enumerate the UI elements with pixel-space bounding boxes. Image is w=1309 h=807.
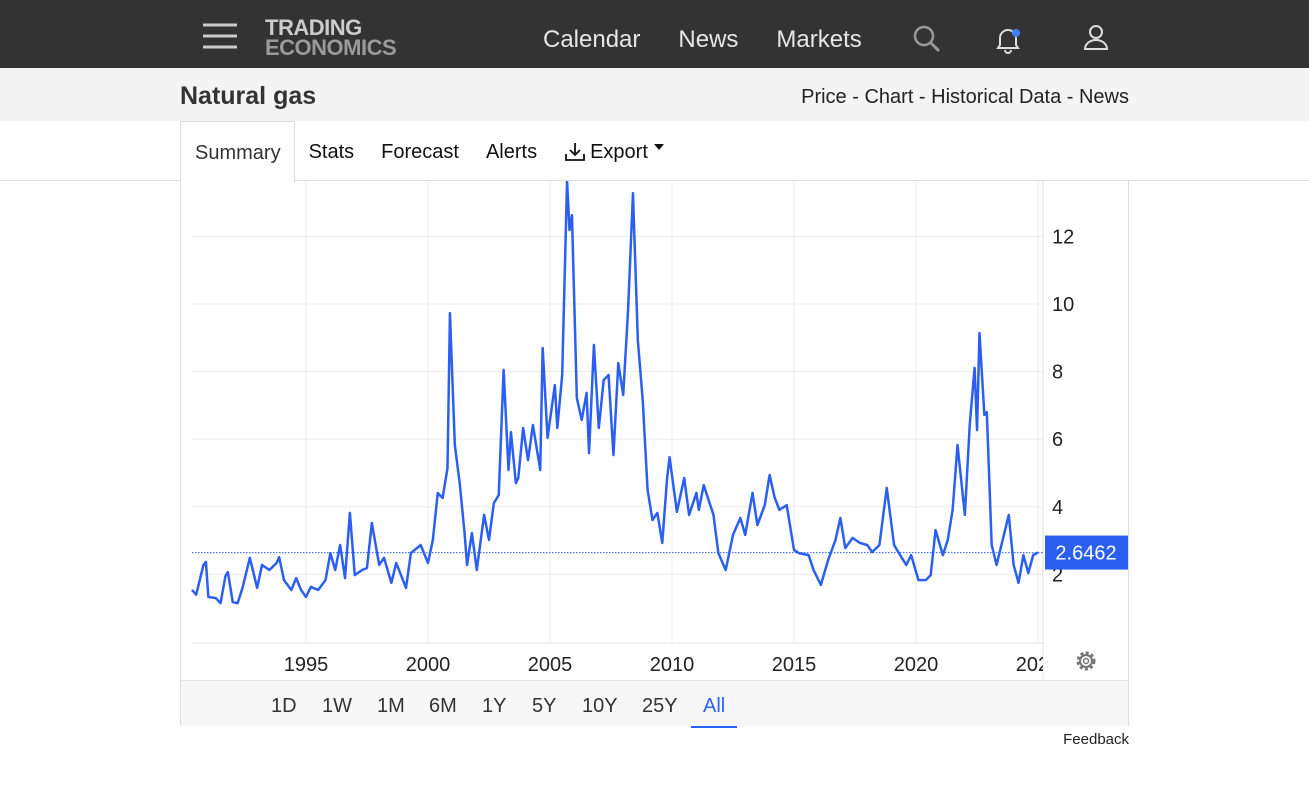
last-value-label: 2.6462 xyxy=(1055,543,1116,565)
user-icon[interactable] xyxy=(1083,24,1111,52)
logo-line: TRADING xyxy=(265,15,362,40)
tab[interactable]: Forecast xyxy=(381,141,459,163)
y-axis: 2 4 6 8 10 12 2.6462 xyxy=(1045,226,1128,586)
notification-icon[interactable] xyxy=(994,26,1024,56)
x-tick-label: 2025 xyxy=(1016,654,1061,676)
range-button[interactable]: 1W xyxy=(322,695,352,717)
grid xyxy=(192,181,1044,679)
tab[interactable]: Summary xyxy=(180,121,295,183)
tabs: Summary Stats Forecast Alerts Export xyxy=(180,121,677,183)
settings-icon[interactable] xyxy=(1076,651,1096,671)
x-tick-label: 2015 xyxy=(772,654,817,676)
range-button[interactable]: 25Y xyxy=(642,695,678,717)
range-button[interactable]: 1D xyxy=(271,695,297,717)
chart: 1995 2000 2005 2010 2015 2020 2025 2 4 6 8 10 12 2.6… xyxy=(191,181,1128,679)
price-line xyxy=(191,181,1039,605)
top-bar: TRADING ECONOMICS Calendar News Markets xyxy=(0,0,1309,68)
search-icon[interactable] xyxy=(912,24,942,54)
menu-icon[interactable] xyxy=(203,22,239,50)
range-button[interactable]: 5Y xyxy=(532,695,557,717)
sub-header xyxy=(0,68,1309,121)
logo[interactable]: TRADING ECONOMICS xyxy=(265,15,397,60)
logo-line: ECONOMICS xyxy=(265,35,397,60)
range-button[interactable]: All xyxy=(691,695,738,728)
x-tick-label: 2010 xyxy=(650,654,695,676)
header-link[interactable]: Historical Data xyxy=(913,86,1061,108)
y-tick-label: 6 xyxy=(1052,429,1063,451)
y-tick-label: 2 xyxy=(1052,564,1063,586)
tab-label: Export xyxy=(590,141,648,163)
tab[interactable]: Alerts xyxy=(485,141,538,163)
nav-links: Calendar News Markets xyxy=(543,26,862,54)
x-tick-label: 2005 xyxy=(528,654,573,676)
range-selector: 1D 1W 1M 6M 1Y 5Y 10Y 25Y All xyxy=(181,680,1128,728)
y-tick-label: 10 xyxy=(1052,294,1074,316)
range-button[interactable]: 10Y xyxy=(582,695,618,717)
x-tick-label: 2000 xyxy=(406,654,451,676)
download-icon xyxy=(565,143,585,161)
range-button[interactable]: 1Y xyxy=(482,695,507,717)
header-link[interactable]: News xyxy=(1061,86,1129,108)
nav-link[interactable]: Markets xyxy=(776,26,862,53)
y-tick-label: 12 xyxy=(1052,226,1074,248)
x-axis: 1995 2000 2005 2010 2015 2020 2025 xyxy=(284,654,1061,676)
tab[interactable]: Export xyxy=(550,121,677,181)
x-tick-label: 2020 xyxy=(894,654,939,676)
last-value-box xyxy=(1045,535,1128,570)
x-tick-label: 1995 xyxy=(284,654,329,676)
page-title: Natural gas xyxy=(180,82,317,110)
nav-link[interactable]: Calendar xyxy=(543,26,641,53)
y-tick-label: 8 xyxy=(1052,362,1063,384)
range-button[interactable]: 6M xyxy=(429,695,457,717)
range-button[interactable]: 1M xyxy=(377,695,405,717)
feedback-link[interactable]: Feedback xyxy=(1063,731,1129,748)
nav-link[interactable]: News xyxy=(678,26,739,53)
header-links: PriceChartHistorical DataNews xyxy=(801,86,1129,109)
header-link[interactable]: Chart xyxy=(847,86,914,108)
y-tick-label: 4 xyxy=(1052,497,1063,519)
plot-area xyxy=(191,181,1043,605)
header-link[interactable]: Price xyxy=(801,86,847,108)
tab[interactable]: Stats xyxy=(308,141,355,163)
